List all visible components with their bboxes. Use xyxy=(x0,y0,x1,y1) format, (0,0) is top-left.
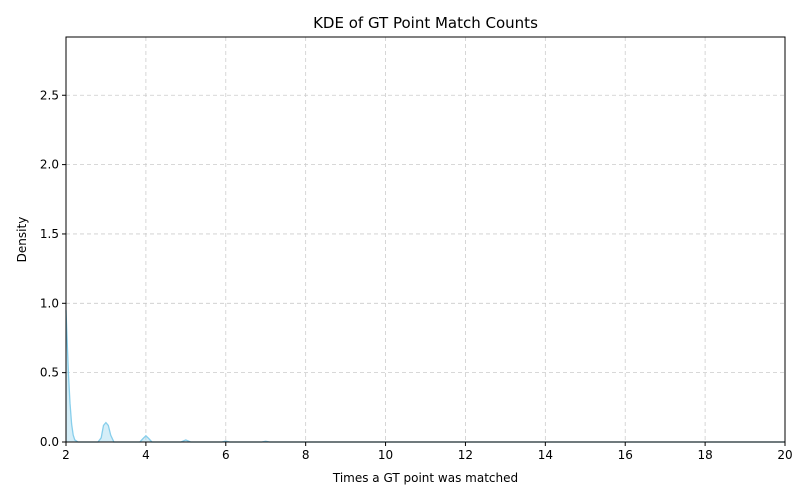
x-tick-label: 14 xyxy=(538,448,553,462)
x-axis-label: Times a GT point was matched xyxy=(332,471,518,485)
x-tick-label: 4 xyxy=(142,448,150,462)
y-tick-label: 1.0 xyxy=(40,296,59,310)
x-tick-label: 10 xyxy=(378,448,393,462)
ticks: 2 4 6 8 10 12 14 16 18 20 0.0 0.5 1.0 1.5 2.0 2.5 xyxy=(40,88,793,462)
y-tick-label: 0.0 xyxy=(40,435,59,449)
x-tick-label: 2 xyxy=(62,448,70,462)
chart-title: KDE of GT Point Match Counts xyxy=(313,14,538,32)
y-tick-label: 2.0 xyxy=(40,158,59,172)
x-tick-label: 16 xyxy=(618,448,633,462)
x-tick-label: 20 xyxy=(777,448,792,462)
x-tick-label: 8 xyxy=(302,448,310,462)
x-tick-label: 6 xyxy=(222,448,230,462)
grid xyxy=(66,37,785,442)
axes-frame xyxy=(65,36,786,443)
y-tick-label: 1.5 xyxy=(40,227,59,241)
y-tick-label: 2.5 xyxy=(40,88,59,102)
y-axis-label: Density xyxy=(15,217,29,263)
x-tick-label: 12 xyxy=(458,448,473,462)
x-tick-label: 18 xyxy=(697,448,712,462)
y-tick-label: 0.5 xyxy=(40,366,59,380)
